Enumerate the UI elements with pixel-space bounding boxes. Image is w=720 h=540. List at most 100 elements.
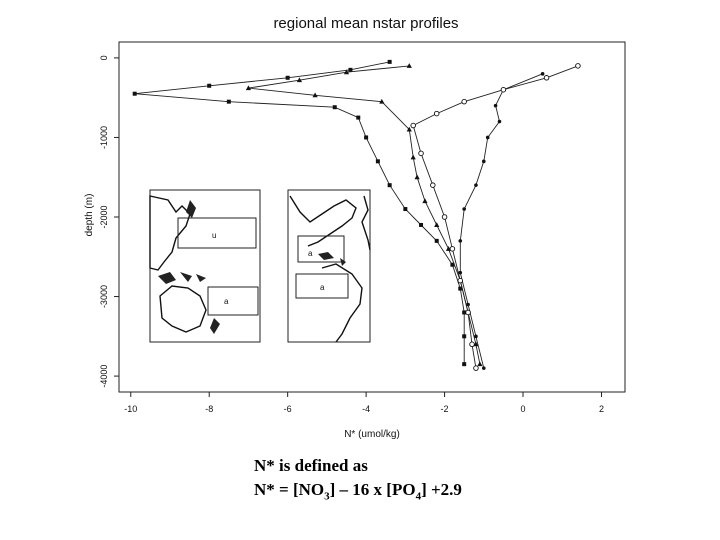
newzealand-coastline bbox=[210, 318, 220, 334]
data-point bbox=[375, 159, 380, 164]
data-point bbox=[465, 309, 471, 316]
formula-suffix: ] +2.9 bbox=[421, 480, 462, 499]
data-point bbox=[387, 59, 392, 64]
inset-map-atlantic: a a bbox=[287, 189, 371, 343]
y-tick-label: 0 bbox=[99, 55, 109, 60]
atlantic-north-box bbox=[297, 235, 345, 263]
data-point bbox=[434, 238, 439, 243]
caption-definition-line: N* is defined as bbox=[254, 456, 368, 475]
x-tick-label: -6 bbox=[284, 404, 292, 414]
x-tick-label: 2 bbox=[599, 404, 604, 414]
data-point bbox=[414, 174, 420, 180]
pacific-north-box bbox=[177, 217, 257, 249]
y-axis: 0 -1000 -2000 -3000 -4000 bbox=[99, 55, 119, 388]
data-point bbox=[543, 75, 550, 81]
data-point bbox=[462, 362, 467, 367]
data-point bbox=[207, 83, 212, 88]
data-point bbox=[245, 85, 252, 91]
north-america-coastline bbox=[289, 195, 357, 247]
asia-coastline bbox=[149, 195, 191, 271]
y-axis-label: depth (m) bbox=[84, 194, 95, 237]
pacific-north-box-label: u bbox=[212, 231, 216, 240]
atlantic-south-box bbox=[295, 273, 349, 299]
data-point bbox=[312, 92, 318, 98]
inset-map-pacific: u a bbox=[149, 189, 261, 343]
data-point bbox=[462, 207, 466, 211]
data-point bbox=[403, 207, 408, 212]
data-point bbox=[132, 91, 137, 96]
data-point bbox=[433, 110, 440, 117]
data-point bbox=[481, 159, 486, 164]
data-point bbox=[462, 334, 467, 339]
x-axis: -10 -8 -6 -4 -2 0 2 bbox=[124, 392, 604, 414]
data-point bbox=[356, 115, 361, 120]
series-1 bbox=[132, 59, 467, 367]
data-point bbox=[418, 150, 424, 157]
caribbean-islands bbox=[318, 252, 346, 266]
data-point bbox=[387, 183, 392, 188]
data-point bbox=[379, 98, 385, 104]
series-layer bbox=[132, 59, 581, 371]
data-point bbox=[458, 239, 463, 243]
data-point bbox=[364, 135, 369, 140]
x-tick-label: -8 bbox=[205, 404, 213, 414]
data-point bbox=[500, 86, 507, 93]
data-point bbox=[406, 126, 412, 132]
atlantic-south-box-label: a bbox=[320, 283, 325, 292]
y-tick-label: -4000 bbox=[99, 365, 109, 388]
data-point bbox=[343, 69, 350, 75]
data-point bbox=[461, 98, 467, 105]
data-point bbox=[462, 310, 467, 315]
x-tick-label: -2 bbox=[441, 404, 449, 414]
data-point bbox=[474, 334, 478, 339]
chart-title: regional mean nstar profiles bbox=[273, 15, 458, 32]
x-tick-label: 0 bbox=[521, 404, 526, 414]
data-point bbox=[497, 119, 502, 124]
x-tick-label: -4 bbox=[362, 404, 370, 414]
data-point bbox=[469, 341, 475, 348]
series-line bbox=[412, 65, 579, 369]
data-point bbox=[226, 99, 231, 104]
formula-sub-4: 4 bbox=[415, 490, 422, 503]
series-4 bbox=[410, 63, 581, 371]
y-tick-label: -3000 bbox=[99, 285, 109, 308]
australia-coastline bbox=[159, 285, 207, 333]
nstar-profile-chart: regional mean nstar profiles -10 -8 -6 -4 -2… bbox=[84, 15, 626, 440]
data-point bbox=[474, 183, 478, 187]
pacific-south-box-label: a bbox=[224, 297, 229, 306]
formula-middle: ] – 16 x [PO bbox=[329, 480, 416, 499]
data-point bbox=[575, 63, 581, 69]
data-point bbox=[406, 63, 412, 68]
europe-africa-coastline bbox=[361, 195, 371, 251]
data-point bbox=[540, 72, 545, 76]
data-point bbox=[450, 262, 455, 267]
data-point bbox=[477, 361, 483, 367]
data-point bbox=[481, 366, 486, 370]
formula-sub-3: 3 bbox=[324, 490, 330, 503]
data-point bbox=[485, 135, 490, 140]
pacific-south-box bbox=[207, 286, 259, 316]
data-point bbox=[296, 77, 303, 83]
data-point bbox=[441, 214, 448, 220]
series-line bbox=[459, 73, 543, 369]
indonesia-islands bbox=[158, 272, 206, 284]
data-point bbox=[434, 222, 440, 227]
data-point bbox=[410, 154, 416, 160]
y-tick-label: -1000 bbox=[99, 126, 109, 149]
y-tick-label: -2000 bbox=[99, 205, 109, 228]
data-point bbox=[419, 222, 424, 227]
atlantic-north-box-label: a bbox=[308, 249, 313, 258]
data-point bbox=[457, 277, 464, 284]
data-point bbox=[466, 302, 470, 307]
data-point bbox=[458, 286, 463, 291]
south-america-coastline bbox=[321, 263, 363, 343]
x-tick-label: -10 bbox=[124, 404, 137, 414]
data-point bbox=[493, 103, 498, 108]
japan-coastline bbox=[186, 200, 196, 218]
x-axis-label: N* (umol/kg) bbox=[344, 429, 400, 440]
data-point bbox=[410, 122, 416, 129]
data-point bbox=[473, 365, 479, 371]
data-point bbox=[422, 198, 428, 204]
data-point bbox=[285, 75, 290, 80]
